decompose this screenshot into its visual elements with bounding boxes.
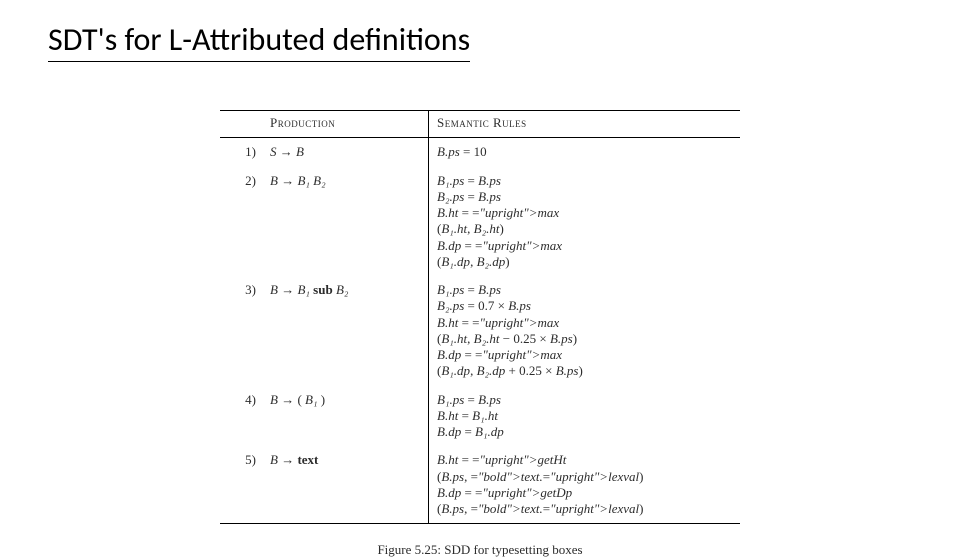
table-row: 2)B → B₁ B₂B₁.ps = B.psB₂.ps = B.psB.ht … <box>220 167 740 277</box>
sdd-table: Production Semantic Rules 1)S → BB.ps = … <box>220 110 740 524</box>
figure: Production Semantic Rules 1)S → BB.ps = … <box>220 110 740 559</box>
row-number: 2) <box>220 167 262 277</box>
production-cell: B → B₁ sub B₂ <box>262 276 429 386</box>
semantic-cell: B.ps = 10 <box>429 138 741 167</box>
semantic-cell: B.ht = ="upright">getHt(B.ps, ="bold">te… <box>429 446 741 524</box>
slide: SDT's for L-Attributed definitions Produ… <box>0 0 960 540</box>
col-semantic: Semantic Rules <box>429 111 741 138</box>
production-cell: B → ( B₁ ) <box>262 386 429 447</box>
semantic-cell: B₁.ps = B.psB₂.ps = 0.7 × B.psB.ht = ="u… <box>429 276 741 386</box>
table-body: 1)S → BB.ps = 102)B → B₁ B₂B₁.ps = B.psB… <box>220 138 740 524</box>
semantic-cell: B₁.ps = B.psB₂.ps = B.psB.ht = ="upright… <box>429 167 741 277</box>
table-row: 3)B → B₁ sub B₂B₁.ps = B.psB₂.ps = 0.7 ×… <box>220 276 740 386</box>
row-number: 4) <box>220 386 262 447</box>
slide-title: SDT's for L-Attributed definitions <box>48 20 470 62</box>
row-number: 5) <box>220 446 262 524</box>
production-cell: B → text <box>262 446 429 524</box>
table-row: 4)B → ( B₁ )B₁.ps = B.psB.ht = B₁.htB.dp… <box>220 386 740 447</box>
col-blank <box>220 111 262 138</box>
table-row: 1)S → BB.ps = 10 <box>220 138 740 167</box>
production-cell: S → B <box>262 138 429 167</box>
col-production: Production <box>262 111 429 138</box>
row-number: 1) <box>220 138 262 167</box>
row-number: 3) <box>220 276 262 386</box>
table-row: 5)B → textB.ht = ="upright">getHt(B.ps, … <box>220 446 740 524</box>
figure-caption: Figure 5.25: SDD for typesetting boxes <box>220 542 740 558</box>
semantic-cell: B₁.ps = B.psB.ht = B₁.htB.dp = B₁.dp <box>429 386 741 447</box>
production-cell: B → B₁ B₂ <box>262 167 429 277</box>
